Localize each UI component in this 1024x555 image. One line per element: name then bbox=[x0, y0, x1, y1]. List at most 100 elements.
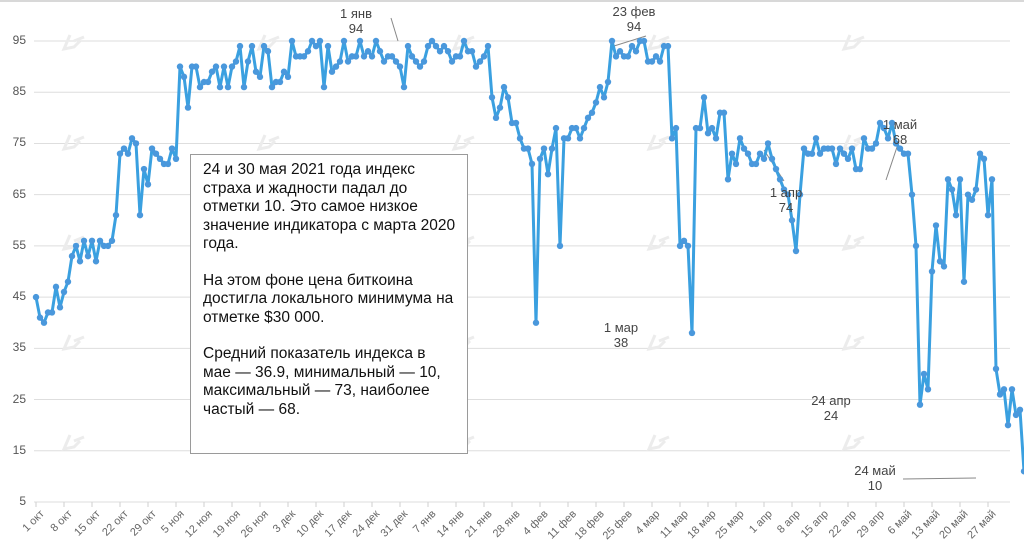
y-tick-label: 35 bbox=[12, 340, 26, 355]
data-point bbox=[404, 42, 412, 50]
data-point bbox=[268, 83, 276, 91]
top-border bbox=[0, 0, 1024, 2]
data-point bbox=[912, 242, 920, 250]
data-point bbox=[696, 124, 704, 132]
data-point bbox=[176, 63, 184, 70]
data-point bbox=[360, 53, 368, 60]
y-tick-label: 85 bbox=[12, 84, 26, 99]
watermark-logo-icon bbox=[61, 34, 85, 52]
data-point bbox=[1004, 421, 1012, 429]
data-point bbox=[196, 83, 204, 91]
annotation-label: 23 фев 94 bbox=[612, 4, 656, 34]
data-point bbox=[68, 252, 76, 260]
data-point bbox=[808, 150, 816, 157]
data-point bbox=[232, 58, 240, 65]
data-point bbox=[64, 278, 72, 285]
data-point bbox=[796, 191, 804, 198]
data-point bbox=[132, 140, 140, 147]
watermark-logo-icon bbox=[646, 434, 670, 452]
data-point bbox=[112, 211, 120, 219]
watermark-logo-icon bbox=[61, 334, 85, 352]
data-point bbox=[432, 42, 440, 50]
data-point bbox=[420, 58, 428, 65]
x-axis bbox=[35, 502, 989, 507]
data-points bbox=[32, 37, 1024, 475]
data-point bbox=[108, 237, 116, 244]
data-point bbox=[504, 94, 512, 101]
data-point bbox=[96, 237, 104, 244]
data-point bbox=[920, 370, 928, 378]
data-point bbox=[772, 165, 780, 173]
data-point bbox=[244, 58, 252, 65]
watermark-logo-icon bbox=[256, 134, 280, 152]
y-tick-label: 5 bbox=[19, 494, 26, 508]
data-point bbox=[552, 124, 560, 132]
data-point bbox=[248, 42, 256, 50]
data-point bbox=[476, 58, 484, 65]
data-point bbox=[1012, 411, 1020, 419]
data-point bbox=[228, 63, 236, 70]
data-point bbox=[648, 58, 656, 65]
data-point bbox=[812, 135, 820, 142]
info-textbox: 24 и 30 мая 2021 года индекс страха и жа… bbox=[190, 154, 468, 454]
data-point bbox=[76, 258, 84, 265]
data-point bbox=[392, 58, 400, 65]
data-point bbox=[280, 68, 288, 75]
data-point bbox=[496, 104, 504, 111]
data-point bbox=[780, 186, 788, 193]
data-point bbox=[144, 181, 152, 188]
data-point bbox=[612, 53, 620, 60]
data-point bbox=[844, 155, 852, 163]
data-point bbox=[836, 145, 844, 152]
data-point bbox=[992, 365, 1000, 373]
data-point bbox=[732, 160, 740, 168]
data-point bbox=[932, 222, 940, 229]
data-point bbox=[140, 165, 148, 173]
y-tick-label: 65 bbox=[12, 186, 26, 201]
data-point bbox=[320, 83, 328, 91]
data-point bbox=[56, 304, 64, 311]
data-point bbox=[576, 135, 584, 142]
y-tick-label: 55 bbox=[12, 237, 26, 252]
data-point bbox=[1008, 386, 1016, 393]
data-point bbox=[344, 58, 352, 65]
data-point bbox=[172, 155, 180, 163]
data-point bbox=[448, 58, 456, 65]
data-point bbox=[124, 150, 132, 157]
data-line bbox=[34, 39, 1024, 473]
data-point bbox=[924, 386, 932, 393]
data-point bbox=[456, 53, 464, 60]
data-point bbox=[284, 73, 292, 81]
data-point bbox=[388, 53, 396, 60]
data-point bbox=[640, 37, 648, 45]
data-point bbox=[908, 191, 916, 198]
y-tick-label: 15 bbox=[12, 442, 26, 457]
data-point bbox=[668, 135, 676, 142]
data-point bbox=[216, 83, 224, 91]
data-point bbox=[744, 150, 752, 157]
data-point bbox=[256, 73, 264, 81]
data-point bbox=[860, 135, 868, 142]
data-point bbox=[980, 155, 988, 163]
data-point bbox=[784, 191, 792, 198]
data-point bbox=[580, 124, 588, 132]
data-point bbox=[340, 37, 348, 45]
data-point bbox=[756, 150, 764, 157]
data-point bbox=[444, 48, 452, 55]
info-paragraph-1: 24 и 30 мая 2021 года индекс страха и жа… bbox=[203, 161, 456, 252]
data-point bbox=[460, 37, 468, 45]
data-point bbox=[468, 48, 476, 55]
data-point bbox=[596, 83, 604, 91]
data-point bbox=[752, 160, 760, 168]
data-point bbox=[240, 83, 248, 91]
data-point bbox=[976, 150, 984, 157]
gridlines bbox=[34, 40, 1010, 503]
data-point bbox=[624, 53, 632, 60]
annotation-label: 1 апр 74 bbox=[769, 185, 803, 215]
data-point bbox=[352, 53, 360, 60]
data-point bbox=[120, 145, 128, 152]
data-point bbox=[180, 73, 188, 81]
data-point bbox=[84, 252, 92, 260]
data-point bbox=[584, 114, 592, 122]
data-point bbox=[880, 124, 888, 132]
